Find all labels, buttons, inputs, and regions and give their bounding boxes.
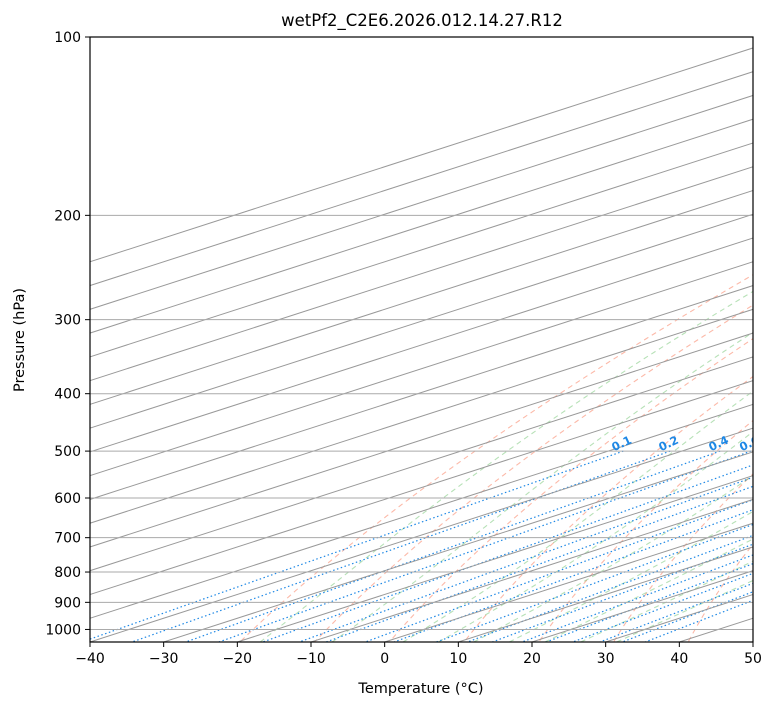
mixing-ratio-line xyxy=(622,591,753,642)
isotherm-line xyxy=(163,451,753,642)
mixing-ratio-line xyxy=(436,523,753,642)
mixing-ratio-line xyxy=(218,450,752,642)
x-tick-label: 50 xyxy=(744,651,762,667)
isotherm-line xyxy=(90,380,753,595)
dry-adiabat xyxy=(763,37,775,642)
y-tick-label: 300 xyxy=(54,313,81,329)
plot-frame xyxy=(89,36,754,643)
x-tick-label: 20 xyxy=(523,651,541,667)
x-tick-label: −20 xyxy=(223,651,253,667)
isotherm-line xyxy=(90,142,753,358)
mixing-ratio-line xyxy=(644,599,753,642)
isotherm-line xyxy=(90,71,753,287)
y-tick-label: 100 xyxy=(54,30,81,46)
moist-adiabat xyxy=(331,331,753,642)
moist-adiabat xyxy=(259,290,753,642)
mixing-ratio-line xyxy=(325,485,753,642)
dry-adiabat xyxy=(314,304,753,642)
isotherm-line xyxy=(90,166,753,382)
isotherm-line xyxy=(605,593,753,642)
dry-adiabat xyxy=(687,543,753,642)
moist-adiabat xyxy=(509,510,753,642)
isotherm-line xyxy=(90,308,753,524)
x-tick-label: 10 xyxy=(449,651,467,667)
moist-adiabat xyxy=(402,390,753,642)
y-tick-label: 500 xyxy=(54,444,81,460)
y-axis-label: Pressure (hPa) xyxy=(12,288,28,392)
plot-area: -100-90-80-70-60-50-40-30-20-10010203040… xyxy=(90,37,775,642)
dry-adiabat xyxy=(239,274,753,642)
isotherm-line xyxy=(90,213,753,429)
isotherm-line xyxy=(237,475,753,642)
y-tick-label: 700 xyxy=(54,531,81,547)
isotherm-line xyxy=(90,332,753,548)
isotherm-line xyxy=(310,498,753,642)
mixing-ratio-line xyxy=(521,554,753,642)
mixing-ratio-label: 0.6 xyxy=(737,433,761,454)
moist-adiabat xyxy=(580,560,753,642)
isotherm-line xyxy=(752,641,753,642)
isotherm-line xyxy=(90,118,753,334)
mixing-ratio-line xyxy=(131,450,671,642)
y-tick-label: 1000 xyxy=(45,622,81,638)
dry-adiabat xyxy=(613,473,753,642)
x-tick-label: −40 xyxy=(75,651,105,667)
isotherm-line xyxy=(90,261,753,477)
mixing-ratio-line xyxy=(90,450,624,640)
x-tick-label: −30 xyxy=(149,651,179,667)
dry-adiabat xyxy=(388,337,753,642)
x-tick-label: 0 xyxy=(380,651,389,667)
isotherm-line xyxy=(90,47,753,263)
isotherm-line xyxy=(90,237,753,453)
isotherm-line xyxy=(384,522,753,642)
moist-adiabat xyxy=(616,579,753,642)
axes: −40 −30 −20 −10 0 10 20 30 40 50 100 200 300 400 500 60… xyxy=(45,30,762,667)
y-tick-label: 400 xyxy=(54,387,81,403)
x-tick-label: 30 xyxy=(597,651,615,667)
y-tick-label: 200 xyxy=(54,208,81,224)
x-tick-label: −10 xyxy=(296,651,326,667)
isotherm-line xyxy=(90,356,753,572)
isotherm-line xyxy=(90,94,753,310)
isotherm-line xyxy=(90,189,753,405)
y-tick-label: 900 xyxy=(54,595,81,611)
chart-title: wetPf2_C2E6.2026.012.14.27.R12 xyxy=(281,11,563,31)
isotherm-line xyxy=(90,427,753,642)
y-tick-label: 800 xyxy=(54,565,81,581)
y-tick-label: 600 xyxy=(54,491,81,507)
isotherm-line xyxy=(90,403,753,619)
mixing-ratio-line xyxy=(572,572,753,642)
x-axis-label: Temperature (°C) xyxy=(357,681,483,697)
mixing-ratio-line xyxy=(365,499,753,642)
moist-adiabat xyxy=(438,431,753,642)
mixing-ratio-line xyxy=(185,450,721,642)
x-tick-label: 40 xyxy=(670,651,688,667)
isotherm-line xyxy=(90,285,753,500)
